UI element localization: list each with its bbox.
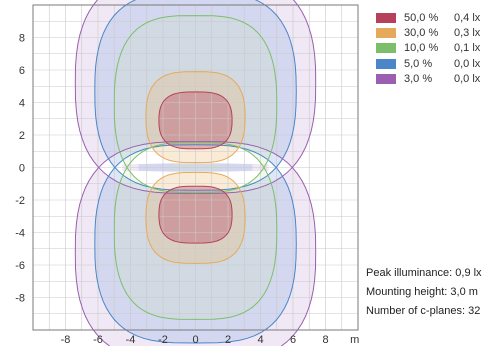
legend-swatch — [376, 12, 396, 23]
contour-line — [74, 140, 317, 346]
y-tick-label: -6 — [15, 260, 25, 272]
contour-line — [145, 71, 246, 164]
legend-swatch — [376, 73, 396, 84]
legend-item: 3,0 % 0,0 lx — [376, 71, 480, 86]
legend-percent: 30,0 % — [404, 26, 439, 39]
legend-swatch — [376, 27, 396, 38]
contour-line — [145, 171, 246, 264]
x-tick-label: -8 — [61, 334, 71, 346]
info-panel: Peak illuminance: 0,9 lx Mounting height… — [366, 264, 482, 321]
contour-fill-300 — [145, 71, 246, 264]
legend-lux: 0,0 lx — [454, 57, 481, 70]
y-tick-label: -2 — [15, 195, 25, 207]
legend-lux: 0,1 lx — [454, 42, 481, 55]
contour-lines — [74, 0, 317, 346]
legend-swatch — [376, 58, 396, 69]
x-tick-label: 6 — [290, 334, 296, 346]
legend-item: 5,0 % 0,0 lx — [376, 56, 480, 71]
legend-item: 50,0 % 0,4 lx — [376, 10, 480, 25]
x-tick-label: -4 — [126, 334, 136, 346]
grid-lines — [32, 4, 359, 331]
legend-lux: 0,0 lx — [454, 72, 481, 85]
y-tick-label: 0 — [19, 163, 25, 175]
legend-lux: 0,4 lx — [454, 11, 481, 24]
plot-frame — [32, 4, 359, 331]
contour-line — [94, 0, 297, 191]
y-tick-label: 2 — [19, 130, 25, 142]
x-tick-label: -6 — [93, 334, 103, 346]
y-tick-label: 4 — [19, 98, 25, 110]
contour-fill-500 — [158, 91, 233, 244]
legend-lux: 0,3 lx — [454, 26, 481, 39]
legend-swatch — [376, 43, 396, 54]
y-tick-label: -4 — [15, 228, 25, 240]
c-planes-count: Number of c-planes: 32 — [366, 305, 481, 317]
x-unit-label: m — [350, 334, 359, 346]
legend-percent: 5,0 % — [404, 57, 433, 70]
contour-line — [113, 15, 278, 194]
x-tick-label: -2 — [158, 334, 168, 346]
legend-item: 10,0 % 0,1 lx — [376, 41, 480, 56]
y-tick-label: 6 — [19, 65, 25, 77]
legend-percent: 50,0 % — [404, 11, 439, 24]
x-tick-label: 2 — [225, 334, 231, 346]
contour-line — [113, 141, 278, 320]
mounting-height: Mounting height: 3,0 m — [366, 286, 478, 298]
contour-line — [94, 144, 297, 344]
x-tick-label: 0 — [192, 334, 198, 346]
legend-percent: 3,0 % — [404, 72, 433, 85]
contour-line — [74, 0, 317, 195]
y-tick-label: -8 — [15, 293, 25, 305]
axis-ticks: -8 -6 -4 -2 0 2 4 6 8 8 6 4 2 0 -2 -4 -6 -8 m — [15, 33, 359, 346]
legend-item: 30,0 % 0,3 lx — [376, 25, 480, 40]
legend-percent: 10,0 % — [404, 42, 439, 55]
x-tick-label: 8 — [322, 334, 328, 346]
x-tick-label: 4 — [257, 334, 263, 346]
peak-illuminance: Peak illuminance: 0,9 lx — [366, 267, 482, 279]
contour-line — [158, 185, 233, 244]
contour-line — [158, 91, 233, 150]
legend: 50,0 % 0,4 lx 30,0 % 0,3 lx 10,0 % 0,1 l… — [376, 10, 480, 86]
y-tick-label: 8 — [19, 33, 25, 45]
